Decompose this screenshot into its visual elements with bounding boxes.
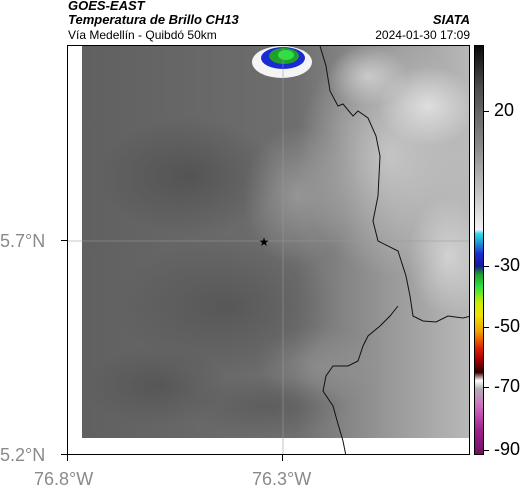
grid-lines <box>68 46 469 454</box>
timestamp: 2024-01-30 17:09 <box>375 28 470 42</box>
lon-tick <box>67 455 68 461</box>
satellite-name: GOES-EAST <box>68 0 145 13</box>
star-icon: ★ <box>259 235 270 249</box>
convective-cell <box>252 46 312 78</box>
colorbar <box>474 45 484 455</box>
colorbar-tick <box>484 266 489 267</box>
satellite-map[interactable]: ★ <box>67 45 470 455</box>
colorbar-label: -90 <box>494 439 521 459</box>
latitude-label: 5.7°N <box>0 231 46 251</box>
product-title: Temperatura de Brillo CH13 <box>68 12 239 27</box>
colorbar-tick <box>484 387 489 388</box>
map-canvas: ★ <box>68 46 469 454</box>
lat-tick <box>61 454 67 455</box>
brightness-temperature-field <box>82 46 469 438</box>
colorbar-label: -30 <box>494 255 521 275</box>
route-subtitle: Vía Medellín - Quibdó 50km <box>68 28 217 42</box>
colorbar-tick <box>484 450 489 451</box>
colorbar-label: -70 <box>494 376 521 396</box>
lon-tick <box>282 455 283 461</box>
lat-tick <box>61 240 67 241</box>
colorbar-label: -50 <box>494 316 521 336</box>
colorbar-label: 20 <box>494 100 515 120</box>
boundary-line <box>319 46 469 454</box>
latitude-label: 5.2°N <box>0 445 46 465</box>
colorbar-tick <box>484 327 489 328</box>
longitude-label: 76.8°W <box>34 469 94 489</box>
organization-label: SIATA <box>432 12 470 27</box>
colorbar-tick <box>484 111 489 112</box>
longitude-label: 76.3°W <box>252 469 312 489</box>
